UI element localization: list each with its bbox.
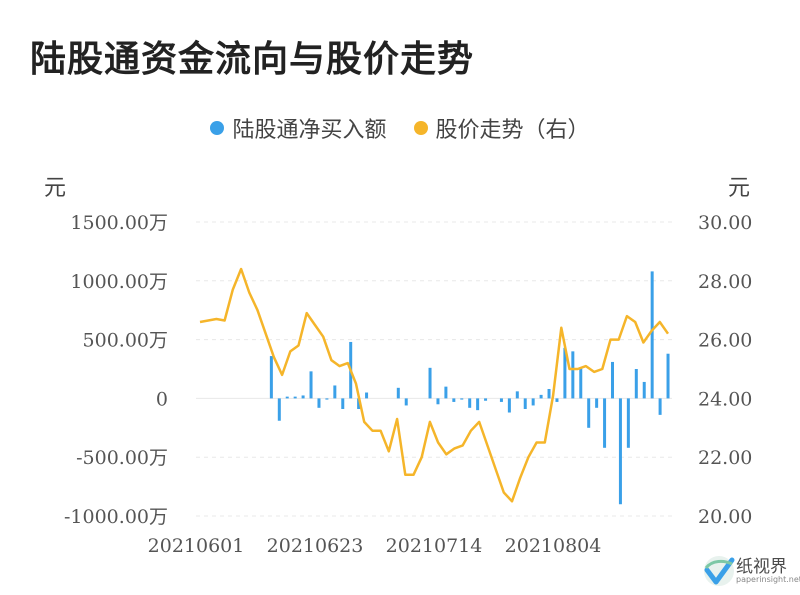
net-buy-bar-15 [317,398,321,408]
net-buy-bar-58 [658,398,662,415]
left-tick-label-4: -500.00万 [76,447,168,469]
watermark: 纸视界 paperinsight.net [700,550,800,595]
net-buy-bar-10 [277,398,281,421]
net-buy-bar-46 [563,347,567,399]
net-buy-bar-57 [650,271,654,399]
right-tick-label-3: 24.00 [698,388,752,410]
left-tick-label-0: 1500.00万 [70,212,168,234]
legend-item-net-buy[interactable]: 陆股通净买入额 [210,112,387,144]
x-tick-label-2: 20210714 [386,535,483,557]
x-tick-label-3: 20210804 [505,535,602,557]
net-buy-bar-38 [499,398,503,402]
watermark-text: 纸视界 [736,557,787,577]
net-buy-bars [269,271,670,505]
net-buy-bar-9 [269,356,273,399]
net-buy-bar-53 [618,398,622,505]
net-buy-bar-51 [603,398,607,448]
net-buy-bar-12 [293,396,297,399]
net-buy-bar-17 [333,385,337,399]
net-buy-bar-52 [611,361,614,399]
net-buy-bar-14 [309,371,313,399]
legend-label-price: 股价走势（右） [435,118,590,143]
net-buy-bar-21 [365,392,369,399]
net-buy-bar-39 [507,398,511,413]
x-tick-label-0: 20210601 [148,535,245,557]
legend: 陆股通净买入额 股价走势（右） [0,112,800,144]
net-buy-bar-29 [428,367,432,399]
right-tick-label-0: 30.00 [698,212,752,234]
net-buy-bar-25 [396,387,400,399]
net-buy-bar-55 [634,369,638,399]
net-buy-bar-59 [666,353,670,399]
right-tick-label-1: 28.00 [698,271,752,293]
net-buy-bar-54 [626,398,630,448]
right-tick-label-5: 20.00 [698,506,752,528]
right-axis-unit: 元 [728,176,751,201]
legend-item-price[interactable]: 股价走势（右） [413,112,590,144]
price-line [199,267,670,503]
net-buy-bar-35 [476,398,480,411]
right-tick-label-4: 22.00 [698,447,752,469]
net-buy-bar-34 [468,398,472,408]
net-buy-bar-33 [460,398,464,400]
net-buy-bar-45 [555,398,559,402]
net-buy-bar-32 [452,398,456,402]
net-buy-bar-13 [301,395,305,399]
net-buy-bar-11 [285,396,289,399]
net-buy-bar-56 [642,381,646,399]
net-buy-bar-20 [357,398,361,409]
chart-title: 陆股通资金流向与股价走势 [30,39,475,80]
left-tick-label-5: -1000.00万 [64,506,168,528]
net-buy-bar-41 [523,398,527,409]
left-tick-label-1: 1000.00万 [70,271,168,293]
price-series-line [199,267,670,503]
legend-dot-net-buy [210,121,225,135]
net-buy-bar-36 [484,398,488,401]
net-buy-bar-30 [436,398,440,405]
left-tick-label-2: 500.00万 [83,330,168,352]
net-buy-bar-40 [515,391,519,399]
net-buy-bar-48 [579,367,583,399]
net-buy-bar-42 [531,398,535,406]
legend-dot-price [413,121,428,135]
net-buy-bar-49 [587,398,591,428]
net-buy-bar-16 [325,398,329,400]
net-buy-bar-50 [595,398,599,408]
net-buy-bar-47 [571,351,575,399]
watermark-logo-icon [704,556,735,586]
x-tick-label-1: 20210623 [267,535,364,557]
legend-label-net-buy: 陆股通净买入额 [232,118,387,143]
watermark-sub: paperinsight.net [736,575,800,584]
net-buy-bar-31 [444,386,448,399]
right-tick-label-2: 26.00 [698,330,752,352]
net-buy-bar-26 [404,398,408,406]
net-buy-bar-18 [341,398,345,409]
net-buy-bar-44 [547,388,551,399]
left-axis-unit: 元 [44,176,67,201]
gridlines [196,221,672,517]
net-buy-bar-43 [539,394,543,399]
axis-ticks: 1500.00万 1000.00万 500.00万 0 -500.00万 -1000.00… [64,212,752,557]
left-tick-label-3: 0 [156,388,168,410]
